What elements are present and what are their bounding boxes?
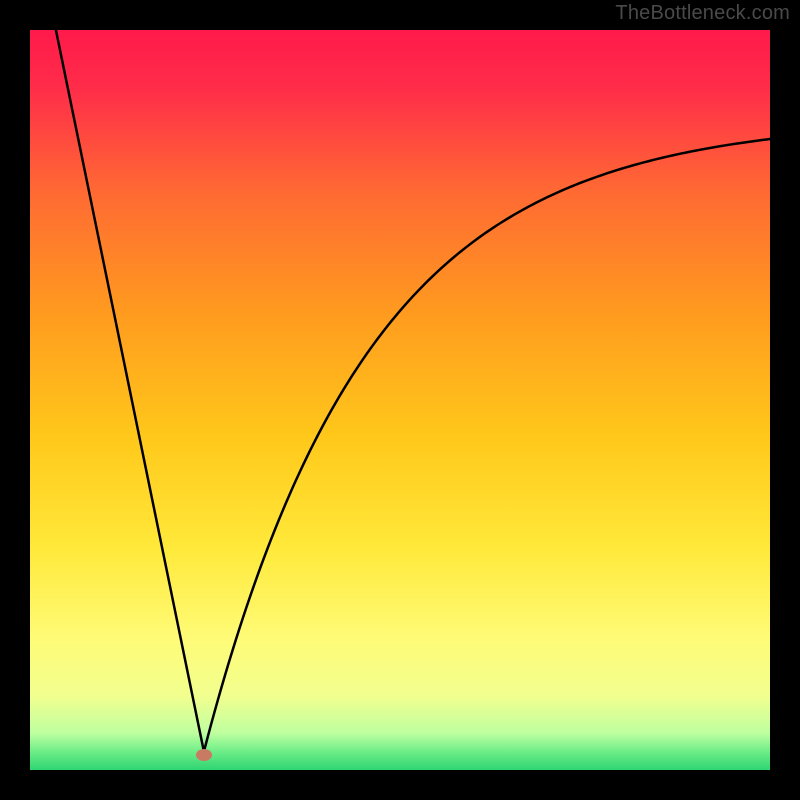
vertex-marker bbox=[196, 749, 212, 761]
watermark-text: TheBottleneck.com bbox=[615, 2, 790, 25]
chart-frame: TheBottleneck.com bbox=[0, 0, 800, 800]
bottleneck-curve bbox=[30, 30, 770, 770]
plot-area bbox=[30, 30, 770, 770]
